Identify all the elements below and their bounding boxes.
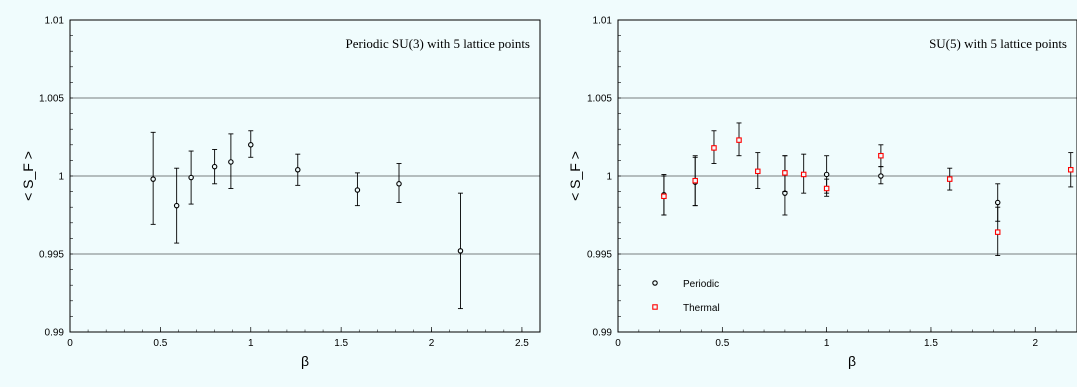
legend: Periodic Thermal bbox=[652, 279, 720, 314]
marker-circle bbox=[188, 174, 194, 181]
marker-square bbox=[946, 176, 953, 182]
y-axis-label-right: < S_F > bbox=[567, 151, 583, 201]
legend-marker-periodic bbox=[652, 280, 658, 286]
gridlines-left bbox=[70, 97, 540, 255]
marker-square bbox=[1067, 167, 1074, 173]
data-point bbox=[457, 192, 464, 310]
data-point bbox=[800, 153, 807, 194]
x-tick-label: 0 bbox=[615, 338, 621, 349]
y-axis-label-left: < S_F > bbox=[20, 151, 36, 201]
marker-circle bbox=[228, 159, 234, 165]
x-tick-label: 1.5 bbox=[334, 338, 348, 349]
x-tick-label: 1 bbox=[248, 338, 254, 349]
data-point bbox=[295, 153, 301, 186]
data-point bbox=[692, 155, 698, 207]
marker-circle bbox=[823, 171, 830, 178]
chart-right: 0.99 0.995 1 1.005 1.01 0 0.5 1 1.5 2 SU(5) with… bbox=[567, 16, 1077, 369]
x-axis-label-left: β bbox=[301, 353, 309, 369]
data-point bbox=[782, 155, 788, 193]
marker-square bbox=[755, 168, 761, 175]
marker-circle bbox=[457, 248, 464, 254]
x-tick-label: 1 bbox=[824, 338, 830, 349]
y-tick-label: 1 bbox=[58, 172, 64, 183]
y-tick-label: 1.01 bbox=[593, 16, 613, 27]
x-tick-label: 0.5 bbox=[715, 338, 729, 349]
marker-circle bbox=[248, 142, 254, 148]
marker-circle bbox=[994, 199, 1001, 206]
y-ticks-left: 0.99 0.995 1 1.005 1.01 bbox=[39, 16, 73, 339]
data-point bbox=[396, 163, 402, 203]
gridlines-right bbox=[618, 97, 1077, 255]
data-point bbox=[661, 175, 667, 216]
x-ticks-right: 0 0.5 1 1.5 2 bbox=[615, 327, 1077, 349]
marker-square bbox=[736, 137, 742, 143]
marker-circle bbox=[878, 173, 884, 179]
data-point bbox=[228, 133, 234, 189]
x-ticks-left: 0 0.5 1 1.5 2 2.5 bbox=[67, 327, 529, 349]
marker-square bbox=[800, 171, 807, 178]
legend-label-thermal: Thermal bbox=[683, 303, 720, 314]
x-tick-label: 2 bbox=[429, 338, 435, 349]
chart-title-right: SU(5) with 5 lattice points bbox=[929, 36, 1067, 51]
y-tick-label: 1.005 bbox=[587, 94, 612, 105]
marker-circle bbox=[150, 176, 156, 182]
data-point bbox=[188, 150, 194, 205]
y-tick-label: 0.995 bbox=[39, 250, 64, 261]
data-point bbox=[211, 149, 218, 185]
data-marks-right bbox=[661, 122, 1074, 257]
data-marks-left bbox=[150, 130, 464, 310]
data-point bbox=[1067, 152, 1074, 188]
x-tick-label: 2 bbox=[1032, 338, 1038, 349]
data-point bbox=[354, 172, 361, 207]
y-tick-label: 1.01 bbox=[45, 16, 65, 27]
legend-marker-thermal bbox=[652, 304, 658, 310]
marker-circle bbox=[354, 187, 361, 193]
data-point bbox=[755, 152, 761, 189]
x-tick-label: 2.5 bbox=[515, 338, 529, 349]
legend-label-periodic: Periodic bbox=[683, 279, 719, 290]
x-tick-label: 0 bbox=[67, 338, 73, 349]
y-tick-label: 0.995 bbox=[587, 250, 612, 261]
y-tick-label: 0.99 bbox=[593, 328, 613, 339]
data-point bbox=[173, 167, 180, 244]
marker-square bbox=[711, 145, 717, 151]
marker-square bbox=[994, 229, 1001, 235]
marker-square bbox=[661, 193, 667, 200]
x-tick-label: 1.5 bbox=[924, 338, 938, 349]
data-point bbox=[736, 122, 742, 157]
marker-circle bbox=[396, 181, 402, 187]
x-axis-label-right: β bbox=[848, 353, 856, 369]
marker-square bbox=[692, 177, 698, 184]
marker-circle bbox=[295, 167, 301, 173]
y-tick-label: 1 bbox=[606, 172, 612, 183]
data-point bbox=[823, 178, 830, 197]
data-point bbox=[711, 130, 717, 164]
x-tick-label: 0.5 bbox=[153, 338, 167, 349]
data-point bbox=[248, 130, 254, 158]
marker-square bbox=[823, 185, 830, 192]
marker-circle bbox=[211, 163, 218, 170]
marker-square bbox=[878, 152, 884, 159]
chart-left: 0.99 0.995 1 1.005 1.01 0 0.5 1 1.5 2 2.5 Periodi… bbox=[20, 16, 541, 369]
data-point bbox=[150, 131, 156, 225]
data-point bbox=[946, 167, 953, 191]
marker-circle bbox=[173, 202, 180, 209]
data-point bbox=[878, 144, 884, 168]
marker-square bbox=[782, 170, 788, 176]
chart-title-left: Periodic SU(3) with 5 lattice points bbox=[345, 36, 530, 51]
y-tick-label: 0.99 bbox=[45, 328, 65, 339]
data-point bbox=[994, 206, 1001, 257]
y-tick-label: 1.005 bbox=[39, 94, 64, 105]
y-ticks-right: 0.99 0.995 1 1.005 1.01 bbox=[587, 16, 621, 339]
